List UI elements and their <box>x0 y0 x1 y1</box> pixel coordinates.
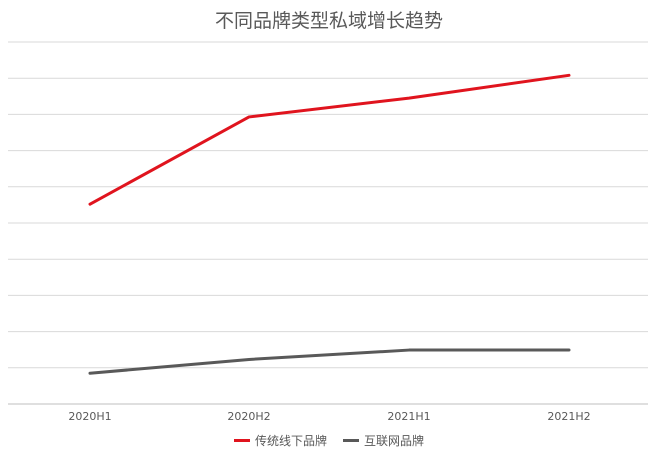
legend: 传统线下品牌 互联网品牌 <box>0 432 658 449</box>
x-tick-labels: 2020H1 2020H2 2021H1 2021H2 <box>68 410 590 423</box>
legend-label: 互联网品牌 <box>364 434 425 448</box>
chart-title: 不同品牌类型私域增长趋势 <box>214 10 443 32</box>
x-tick-label: 2020H2 <box>227 410 270 423</box>
gridlines <box>8 41 648 405</box>
series-line-1 <box>88 348 571 375</box>
x-tick-label: 2021H2 <box>547 410 590 423</box>
series-line-0 <box>88 73 571 206</box>
series-lines <box>88 73 571 375</box>
x-tick-label: 2020H1 <box>68 410 111 423</box>
legend-item-0: 传统线下品牌 <box>233 432 327 449</box>
legend-item-1: 互联网品牌 <box>343 432 424 449</box>
legend-swatch <box>233 439 250 442</box>
legend-swatch <box>343 439 359 442</box>
x-tick-label: 2021H1 <box>387 410 430 423</box>
legend-label: 传统线下品牌 <box>254 434 327 448</box>
